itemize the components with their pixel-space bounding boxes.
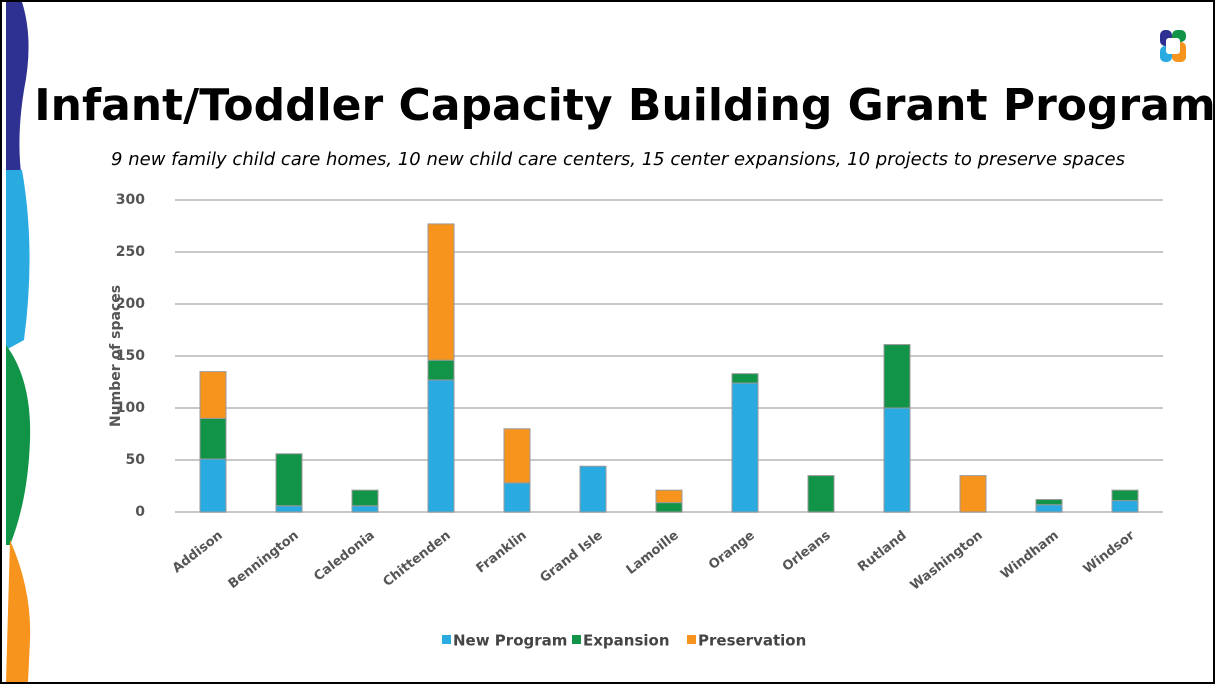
page: {"chart_data": {"type": "stacked-bar", "… (0, 0, 1215, 684)
bar-segment (732, 374, 758, 383)
bar-segment (656, 503, 682, 512)
bar-segment (1036, 500, 1062, 505)
bar-segment (960, 476, 986, 512)
legend-swatch (572, 635, 581, 644)
bar-segment (808, 476, 834, 512)
bar-segment (200, 372, 226, 419)
y-tick-label: 200 (116, 296, 145, 312)
y-tick-label: 0 (135, 504, 145, 520)
legend-label: New Program (453, 632, 567, 650)
bar-segment (504, 429, 530, 483)
legend-swatch (687, 635, 696, 644)
bar-segment (656, 490, 682, 502)
bar-segment (352, 490, 378, 506)
chart-title: Infant/Toddler Capacity Building Grant P… (34, 80, 1215, 131)
bar-segment (884, 345, 910, 408)
bar-segment (428, 360, 454, 380)
slide: Infant/Toddler Capacity Building Grant P… (0, 0, 1215, 684)
bar-segment (1036, 505, 1062, 512)
bar-segment (1112, 490, 1138, 500)
y-tick-label: 150 (116, 348, 145, 364)
legend-swatch (442, 635, 451, 644)
bar-segment (200, 459, 226, 512)
bar-segment (276, 454, 302, 506)
bar-segment (580, 466, 606, 512)
bar-segment (504, 483, 530, 512)
bar-segment (200, 418, 226, 459)
y-tick-label: 250 (116, 244, 145, 260)
bar-segment (1112, 501, 1138, 512)
y-tick-label: 300 (116, 192, 145, 208)
bar-segment (428, 224, 454, 360)
legend-label: Preservation (698, 632, 806, 650)
bar-segment (276, 506, 302, 512)
y-tick-label: 50 (126, 452, 146, 468)
y-tick-label: 100 (116, 400, 145, 416)
bar-segment (428, 380, 454, 512)
bar-segment (352, 506, 378, 512)
bar-segment (884, 408, 910, 512)
bar-segment (732, 383, 758, 512)
chart-subtitle: 9 new family child care homes, 10 new ch… (111, 149, 1125, 170)
legend-label: Expansion (583, 632, 670, 650)
